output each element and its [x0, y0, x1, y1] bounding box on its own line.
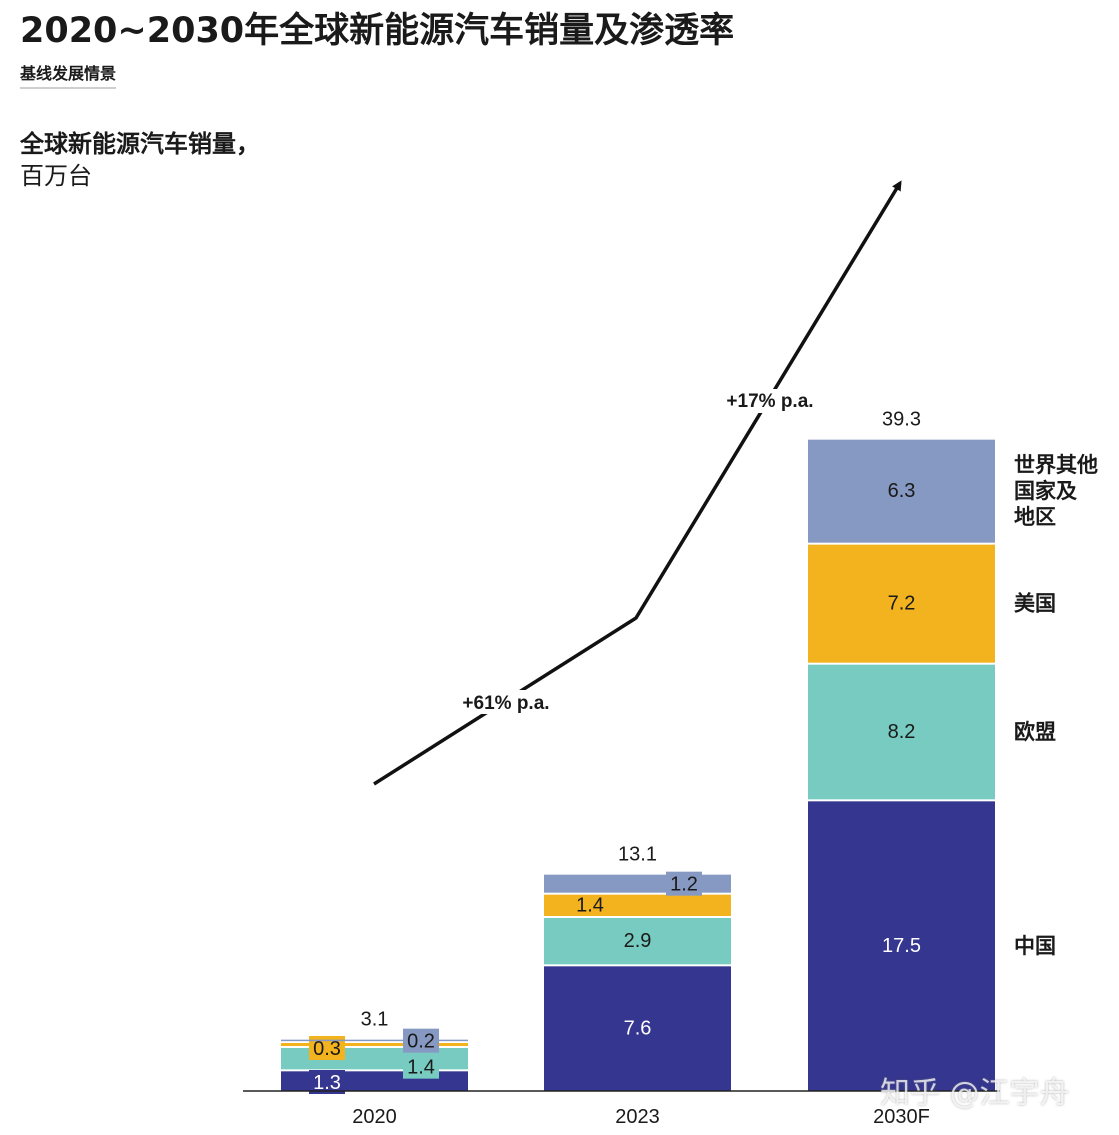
scenario-subtitle: 基线发展情景: [20, 60, 117, 89]
value-label-2023-1: 2.9: [624, 930, 652, 952]
value-tag-bg-2020-3: [403, 1028, 439, 1053]
value-tag-bg-2020-0: [309, 1070, 345, 1094]
legend-label-3-line-2: 地区: [1014, 505, 1056, 529]
bar-segment-2030F-1: [808, 664, 995, 800]
legend-label-3-line-0: 世界其他: [1014, 453, 1098, 477]
value-label-2020-0: 1.3: [313, 1072, 341, 1094]
bar-segment-2030F-2: [808, 544, 995, 663]
growth-arrow: [373, 180, 902, 786]
total-label-2023: 13.1: [618, 844, 657, 866]
bar-segment-2030F-0: [808, 801, 995, 1091]
total-label-2030F: 39.3: [882, 409, 921, 431]
y-axis-unit: 百万台: [20, 162, 92, 190]
total-label-2020: 3.1: [361, 1009, 389, 1031]
value-label-2020-1: 1.4: [407, 1057, 435, 1079]
growth-label-2023-2030: +17% p.a.: [726, 391, 813, 412]
bar-segment-2023-2: [544, 894, 731, 916]
y-axis-label: 全球新能源汽车销量，: [20, 130, 260, 158]
legend-label-0: 中国: [1014, 934, 1056, 958]
bar-segment-2030F-3: [808, 439, 995, 543]
value-label-2030F-3: 6.3: [888, 480, 916, 502]
legend-label-1: 欧盟: [1014, 720, 1056, 744]
value-tag-bg-2023-3: [666, 871, 702, 896]
value-label-2023-2: 1.4: [576, 894, 604, 916]
value-label-2023-0: 7.6: [624, 1018, 652, 1040]
value-label-2030F-0: 17.5: [882, 935, 921, 957]
value-label-2030F-1: 8.2: [888, 721, 916, 743]
bar-segment-2023-1: [544, 918, 731, 965]
legend-label-2: 美国: [1014, 592, 1056, 616]
bar-segment-2020-3: [281, 1039, 468, 1042]
x-tick-2020: 2020: [352, 1106, 397, 1128]
value-label-2020-2: 0.3: [313, 1038, 341, 1060]
bar-segment-2020-2: [281, 1043, 468, 1046]
value-label-2023-3: 1.2: [670, 874, 698, 896]
value-label-2030F-2: 7.2: [888, 593, 916, 615]
bar-segment-2023-0: [544, 966, 731, 1091]
growth-label-2020-2023: +61% p.a.: [462, 693, 549, 714]
chart-title: 2020~2030年全球新能源汽车销量及渗透率: [20, 11, 735, 51]
legend-label-3-line-1: 国家及: [1014, 479, 1078, 503]
x-tick-2030F: 2030F: [873, 1106, 930, 1128]
value-label-2020-3: 0.2: [407, 1031, 435, 1053]
bar-segment-2023-3: [544, 874, 731, 893]
watermark: 知乎 @江宇舟: [880, 1076, 1070, 1111]
x-tick-2023: 2023: [615, 1106, 660, 1128]
value-tag-bg-2020-1: [403, 1054, 439, 1079]
